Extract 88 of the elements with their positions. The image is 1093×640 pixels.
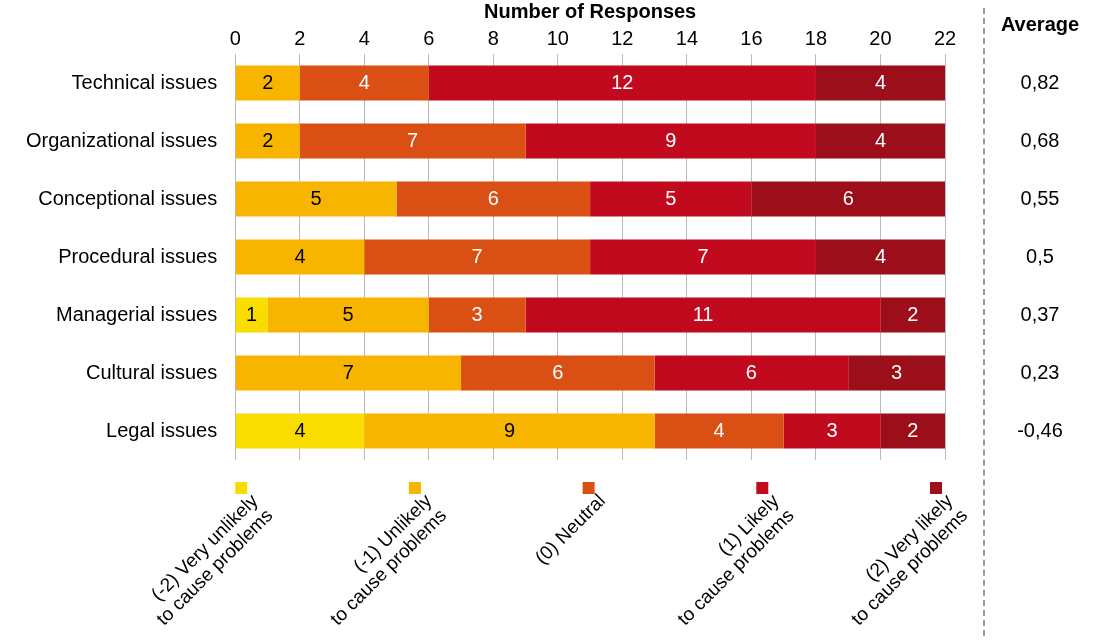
bar bbox=[235, 239, 365, 275]
text: 0,23 bbox=[1020, 360, 1060, 383]
x-tick-label: 20 bbox=[869, 26, 892, 49]
bar bbox=[428, 65, 816, 101]
x-tick-label: 10 bbox=[546, 26, 569, 49]
data-label: 5 bbox=[310, 186, 322, 209]
x-tick-label: 6 bbox=[423, 26, 435, 49]
bar bbox=[235, 355, 462, 391]
data-label: 4 bbox=[874, 128, 887, 151]
y-tick-label: Cultural issues bbox=[86, 360, 218, 383]
bar bbox=[267, 297, 429, 333]
bar bbox=[235, 413, 365, 449]
x-tick-label: 12 bbox=[611, 26, 634, 49]
y-tick-label: Managerial issues bbox=[56, 302, 218, 325]
bar bbox=[525, 297, 881, 333]
data-label: 1 bbox=[246, 302, 258, 325]
bar bbox=[235, 297, 268, 333]
y-tick-label: Technical issues bbox=[71, 70, 218, 93]
y-tick-label: Procedural issues bbox=[58, 244, 218, 267]
bar bbox=[783, 413, 881, 449]
bar bbox=[848, 355, 945, 391]
bar bbox=[364, 413, 655, 449]
x-axis-title: Number of Responses bbox=[483, 0, 697, 22]
data-label: 4 bbox=[874, 244, 887, 267]
data-label: 7 bbox=[407, 128, 419, 151]
data-label: 2 bbox=[262, 128, 274, 151]
data-label: 9 bbox=[503, 418, 516, 441]
bar bbox=[428, 297, 526, 333]
x-tick-label: 14 bbox=[675, 26, 699, 49]
x-tick-label: 22 bbox=[933, 26, 957, 49]
bar bbox=[815, 239, 945, 275]
bar bbox=[299, 65, 429, 101]
x-tick-label: 16 bbox=[740, 26, 763, 49]
data-label: 7 bbox=[697, 244, 709, 267]
data-label: 4 bbox=[874, 70, 887, 93]
y-tick-label: Conceptional issues bbox=[38, 186, 218, 209]
bar bbox=[815, 123, 945, 159]
text: Average bbox=[1000, 12, 1080, 35]
bar bbox=[654, 355, 849, 391]
bar bbox=[396, 181, 591, 217]
data-label: 11 bbox=[692, 302, 714, 325]
bar bbox=[461, 355, 655, 391]
text: 0,82 bbox=[1020, 70, 1060, 93]
x-tick-label: 8 bbox=[487, 26, 499, 49]
text: 0,37 bbox=[1020, 302, 1060, 325]
data-label: 6 bbox=[745, 360, 757, 383]
data-label: 7 bbox=[471, 244, 483, 267]
text: 0,68 bbox=[1020, 128, 1060, 151]
data-label: 2 bbox=[907, 418, 919, 441]
data-label: 4 bbox=[294, 244, 306, 267]
bar bbox=[525, 123, 816, 159]
y-tick-label: Organizational issues bbox=[25, 128, 218, 151]
bar bbox=[654, 413, 784, 449]
bar bbox=[815, 65, 945, 101]
data-label: 4 bbox=[713, 418, 725, 441]
data-label: 3 bbox=[471, 302, 483, 325]
bar bbox=[590, 239, 816, 275]
data-label: 6 bbox=[842, 186, 854, 209]
data-label: 12 bbox=[611, 70, 634, 93]
data-label: 3 bbox=[891, 360, 903, 383]
data-label: 5 bbox=[342, 302, 354, 325]
data-label: 4 bbox=[358, 70, 370, 93]
x-tick-label: 18 bbox=[804, 26, 828, 49]
bar bbox=[364, 239, 591, 275]
data-label: 7 bbox=[342, 360, 354, 383]
data-label: 5 bbox=[665, 186, 677, 209]
text: 0,55 bbox=[1020, 186, 1060, 209]
y-tick-label: Legal issues bbox=[106, 418, 218, 441]
data-label: 2 bbox=[907, 302, 919, 325]
data-label: 6 bbox=[487, 186, 499, 209]
bar bbox=[880, 297, 945, 333]
data-label: 2 bbox=[262, 70, 274, 93]
data-label: 9 bbox=[665, 128, 677, 151]
bar bbox=[590, 181, 752, 217]
data-label: 6 bbox=[552, 360, 564, 383]
data-label: 3 bbox=[826, 418, 838, 441]
x-tick-label: 0 bbox=[229, 26, 241, 49]
bar bbox=[235, 123, 300, 159]
bar bbox=[751, 181, 945, 217]
data-label: 4 bbox=[294, 418, 306, 441]
text: 0,5 bbox=[1026, 244, 1054, 267]
text: -0,46 bbox=[1017, 418, 1063, 441]
bar bbox=[880, 413, 945, 449]
x-tick-label: 2 bbox=[294, 26, 306, 49]
bar bbox=[235, 65, 300, 101]
bar bbox=[235, 181, 397, 217]
bar bbox=[299, 123, 526, 159]
x-tick-label: 4 bbox=[358, 26, 370, 49]
